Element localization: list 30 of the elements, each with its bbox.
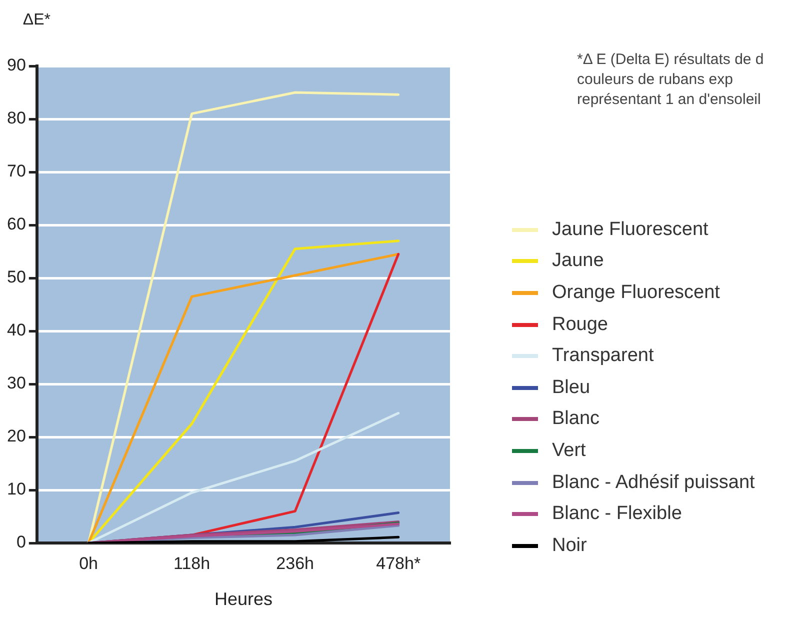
y-tick-label: 0	[16, 532, 26, 552]
legend-label: Blanc	[552, 408, 600, 430]
x-tick-label: 118h	[174, 554, 210, 573]
x-tick-label: 236h	[276, 554, 314, 573]
legend-label: Vert	[552, 440, 586, 462]
y-tick-label: 30	[6, 374, 26, 393]
y-axis-title: ΔE*	[22, 11, 51, 28]
text: *Δ E (Delta E) résultats de d	[577, 50, 764, 70]
y-tick-label: 70	[6, 162, 26, 181]
legend-label: Noir	[552, 534, 587, 557]
y-tick-label: 10	[6, 480, 26, 499]
x-tick-label: 0h	[79, 554, 98, 573]
legend-label: Blanc - Flexible	[552, 503, 682, 526]
legend-label: Jaune Fluorescent	[552, 218, 708, 241]
legend-label: Transparent	[552, 345, 654, 368]
x-tick-label: 478h*	[376, 554, 421, 573]
y-tick-label: 90	[6, 56, 26, 75]
text: couleurs de rubans exp	[577, 70, 734, 90]
y-tick-label: 80	[6, 108, 26, 128]
x-axis-title: Heures	[214, 589, 272, 610]
legend-label: Orange Fluorescent	[552, 282, 720, 304]
legend-label: Bleu	[552, 376, 590, 399]
y-tick-label: 50	[6, 268, 26, 287]
y-tick-label: 20	[6, 426, 26, 446]
y-tick-label: 40	[6, 320, 26, 340]
legend-label: Blanc - Adhésif puissant	[552, 472, 755, 494]
text: représentant 1 an d'ensoleil	[577, 90, 762, 110]
legend-label: Jaune	[552, 250, 604, 272]
legend-label: Rouge	[552, 314, 608, 336]
y-tick-label: 60	[6, 214, 26, 234]
